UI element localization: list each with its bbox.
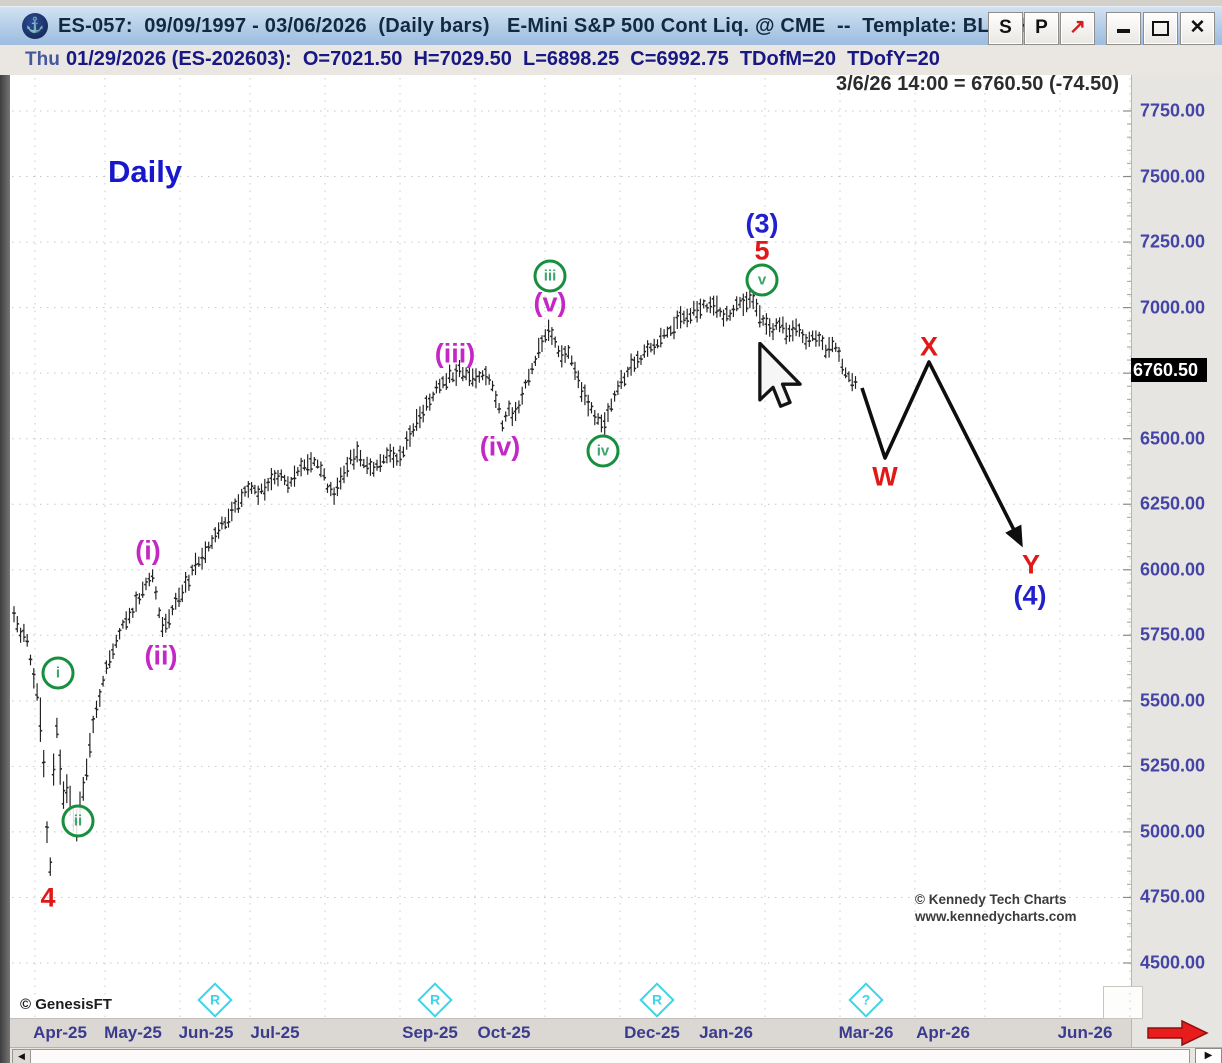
title-bar[interactable]: ⚓ ES-057: 09/09/1997 - 03/06/2026 (Daily… — [0, 6, 1222, 46]
wave-label-4: 4 — [40, 882, 56, 913]
scroll-left-button[interactable]: ◀ — [12, 1049, 31, 1063]
popout-arrow-icon: ↗ — [1069, 16, 1086, 38]
wave-circle-v: v — [745, 263, 779, 297]
chart-plot-area[interactable] — [10, 75, 1131, 1018]
price-axis-label: 6500.00 — [1140, 428, 1206, 449]
price-axis-label: 7250.00 — [1140, 231, 1206, 252]
p-button[interactable]: P — [1024, 12, 1059, 45]
kennedy-watermark: © Kennedy Tech Charts www.kennedycharts.… — [915, 891, 1077, 925]
popout-button[interactable]: ↗ — [1060, 12, 1095, 45]
wave-circle-i: i — [41, 656, 75, 690]
app-logo-icon: ⚓ — [22, 13, 48, 39]
price-axis-label: 6000.00 — [1140, 559, 1206, 580]
wave-label-iii: (iii) — [434, 338, 476, 369]
wave-label-X: X — [919, 331, 939, 362]
price-axis-label: 4500.00 — [1140, 952, 1206, 973]
last-quote-readout: 3/6/26 14:00 = 6760.50 (-74.50) — [836, 73, 1119, 95]
wave-label-W: W — [872, 461, 898, 492]
close-icon: ✕ — [1189, 17, 1206, 38]
price-axis-label: 7750.00 — [1140, 100, 1206, 121]
info-day: Thu — [25, 49, 60, 70]
axis-corner-box — [1103, 986, 1143, 1019]
wave-label-v: (v) — [533, 287, 567, 318]
event-marker-glyph: R — [209, 991, 221, 1008]
price-axis-label: 5750.00 — [1140, 624, 1206, 645]
scrollbar-thumb[interactable] — [30, 1049, 1190, 1063]
watermark-line2: www.kennedycharts.com — [915, 909, 1077, 924]
info-bar: Thu 01/29/2026 (ES-202603): O=7021.50 H=… — [0, 45, 1222, 75]
wave-circle-iii: iii — [533, 259, 567, 293]
date-axis-label-may-25: May-25 — [104, 1023, 162, 1042]
date-axis-label-jan-26: Jan-26 — [699, 1023, 753, 1042]
price-axis-label: 7000.00 — [1140, 297, 1206, 318]
close-button[interactable]: ✕ — [1180, 12, 1215, 45]
last-price-tag: 6760.50 — [1131, 358, 1207, 383]
event-marker-glyph: R — [429, 991, 441, 1008]
window-title: ES-057: 09/09/1997 - 03/06/2026 (Daily b… — [58, 15, 1034, 37]
price-axis-label: 4750.00 — [1140, 886, 1206, 907]
info-ohlc-text: 01/29/2026 (ES-202603): O=7021.50 H=7029… — [66, 48, 940, 70]
wave-circle-iv: iv — [586, 434, 620, 468]
date-axis-label-oct-25: Oct-25 — [477, 1023, 531, 1042]
wave-circle-ii: ii — [61, 804, 95, 838]
date-axis-label-dec-25: Dec-25 — [624, 1023, 680, 1042]
horizontal-scrollbar[interactable]: ◀ ▶ — [10, 1047, 1222, 1063]
genesisft-copyright: © GenesisFT — [20, 996, 112, 1013]
wave-label-3: (3) — [745, 208, 779, 239]
wave-label-Y: Y — [1021, 549, 1041, 580]
date-axis-label-sep-25: Sep-25 — [402, 1023, 458, 1042]
price-axis-label: 5000.00 — [1140, 821, 1206, 842]
date-axis-label-jun-25: Jun-25 — [178, 1023, 234, 1042]
price-axis-label: 5250.00 — [1140, 755, 1206, 776]
date-axis-label-apr-26: Apr-26 — [916, 1023, 970, 1042]
price-axis-label: 5500.00 — [1140, 690, 1206, 711]
date-axis-label-mar-26: Mar-26 — [838, 1023, 894, 1042]
date-axis-label-jul-25: Jul-25 — [250, 1023, 300, 1042]
timeframe-label: Daily — [108, 154, 183, 189]
wave-label-ii: (ii) — [144, 640, 178, 671]
event-marker-glyph: R — [651, 991, 663, 1008]
price-axis[interactable] — [1131, 75, 1222, 1047]
minimize-icon — [1117, 17, 1130, 33]
wave-label-5: 5 — [754, 235, 770, 266]
jump-to-latest-arrow-icon[interactable] — [1146, 1018, 1210, 1053]
date-axis[interactable] — [10, 1018, 1131, 1048]
maximize-button[interactable] — [1143, 12, 1178, 45]
price-axis-label: 6250.00 — [1140, 493, 1206, 514]
maximize-icon — [1152, 21, 1169, 36]
watermark-line1: © Kennedy Tech Charts — [915, 892, 1067, 907]
window-left-edge — [0, 75, 10, 1063]
minimize-button[interactable] — [1106, 12, 1141, 45]
wave-label-iv: (iv) — [479, 431, 521, 462]
event-marker-glyph: ? — [861, 991, 871, 1008]
mouse-cursor-icon — [757, 341, 803, 415]
price-axis-label: 7500.00 — [1140, 166, 1206, 187]
date-axis-label-apr-25: Apr-25 — [33, 1023, 87, 1042]
s-button[interactable]: S — [988, 12, 1023, 45]
wave-label-4: (4) — [1013, 580, 1047, 611]
wave-label-i: (i) — [135, 535, 161, 566]
date-axis-label-jun-26: Jun-26 — [1057, 1023, 1113, 1042]
